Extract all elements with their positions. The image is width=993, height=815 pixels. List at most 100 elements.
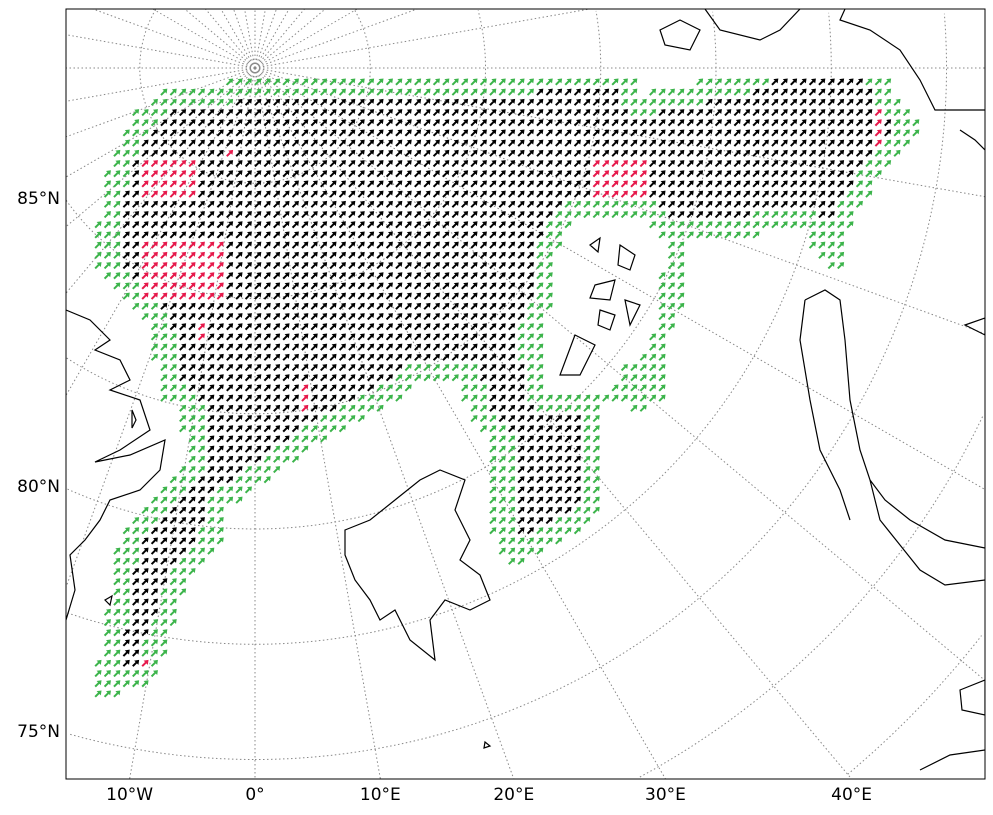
vector-arrow (752, 119, 760, 127)
vector-arrow (902, 119, 910, 127)
vector-arrow (761, 98, 769, 106)
vector-arrow (508, 160, 516, 168)
vector-arrow (724, 180, 732, 188)
lat-tick-label: 80°N (17, 477, 60, 498)
vector-arrow (808, 211, 816, 219)
vector-arrow (733, 139, 741, 147)
vector-arrow (677, 160, 685, 168)
vector-arrow (348, 109, 356, 117)
vector-arrow (338, 200, 346, 208)
meridian-line (254, 9, 590, 69)
vector-arrow (132, 292, 140, 300)
vector-arrow (555, 241, 563, 249)
vector-arrow (113, 619, 121, 627)
vector-arrow (320, 160, 328, 168)
vector-arrow (602, 160, 610, 168)
vector-arrow (282, 241, 290, 249)
vector-arrow (658, 149, 666, 157)
vector-arrow (639, 139, 647, 147)
vector-arrow (508, 425, 516, 433)
vector-arrow (141, 262, 149, 270)
meridian-line (66, 67, 256, 588)
vector-arrow (489, 496, 497, 504)
vector-arrow (235, 476, 243, 484)
vector-arrow (583, 88, 591, 96)
vector-arrow (179, 149, 187, 157)
vector-arrow (508, 200, 516, 208)
vector-arrow (423, 98, 431, 106)
vector-arrow (733, 109, 741, 117)
vector-arrow (169, 374, 177, 382)
vector-arrow (526, 78, 534, 86)
vector-arrow (244, 129, 252, 137)
vector-arrow (179, 425, 187, 433)
vector-arrow (376, 190, 384, 198)
vector-arrow (282, 445, 290, 453)
vector-arrow (376, 160, 384, 168)
vector-arrow (310, 353, 318, 361)
vector-arrow (357, 129, 365, 137)
vector-arrow (385, 190, 393, 198)
vector-arrow (357, 292, 365, 300)
vector-arrow (470, 302, 478, 310)
vector-arrow (179, 537, 187, 545)
plot-frame (65, 8, 986, 780)
vector-arrow (602, 129, 610, 137)
vector-arrow (837, 149, 845, 157)
vector-arrow (216, 251, 224, 259)
vector-arrow (442, 98, 450, 106)
vector-arrow (451, 343, 459, 351)
vector-arrow (470, 323, 478, 331)
vector-arrow (291, 78, 299, 86)
vector-arrow (470, 200, 478, 208)
vector-arrow (526, 374, 534, 382)
vector-arrow (385, 302, 393, 310)
vector-arrow (113, 149, 121, 157)
vector-arrow (573, 98, 581, 106)
vector-arrow (310, 374, 318, 382)
vector-arrow (536, 323, 544, 331)
vector-arrow (385, 129, 393, 137)
vector-arrow (348, 323, 356, 331)
vector-arrow (169, 394, 177, 402)
vector-arrow (573, 415, 581, 423)
vector-arrow (160, 109, 168, 117)
vector-arrow (197, 384, 205, 392)
vector-arrow (216, 476, 224, 484)
vector-arrow (489, 364, 497, 372)
vector-arrow (451, 180, 459, 188)
vector-arrow (658, 384, 666, 392)
vector-arrow (414, 109, 422, 117)
vector-arrow (564, 139, 572, 147)
vector-arrow (677, 119, 685, 127)
vector-arrow (808, 78, 816, 86)
vector-arrow (827, 241, 835, 249)
vector-arrow (254, 262, 262, 270)
vector-arrow (395, 241, 403, 249)
vector-arrow (526, 272, 534, 280)
vector-arrow (752, 149, 760, 157)
vector-arrow (122, 670, 130, 678)
vector-arrow (169, 527, 177, 535)
vector-arrow (282, 180, 290, 188)
vector-arrow (611, 200, 619, 208)
vector-arrow (385, 231, 393, 239)
vector-arrow (160, 557, 168, 565)
vector-arrow (404, 302, 412, 310)
vector-arrow (667, 272, 675, 280)
vector-arrow (291, 302, 299, 310)
vector-arrow (545, 98, 553, 106)
vector-arrow (235, 292, 243, 300)
vector-arrow (376, 333, 384, 341)
vector-arrow (376, 149, 384, 157)
vector-arrow (395, 313, 403, 321)
vector-arrow (761, 160, 769, 168)
vector-arrow (310, 241, 318, 249)
vector-arrow (263, 78, 271, 86)
vector-arrow (555, 200, 563, 208)
vector-arrow (310, 78, 318, 86)
vector-arrow (630, 200, 638, 208)
vector-arrow (780, 139, 788, 147)
vector-arrow (179, 160, 187, 168)
vector-arrow (536, 241, 544, 249)
